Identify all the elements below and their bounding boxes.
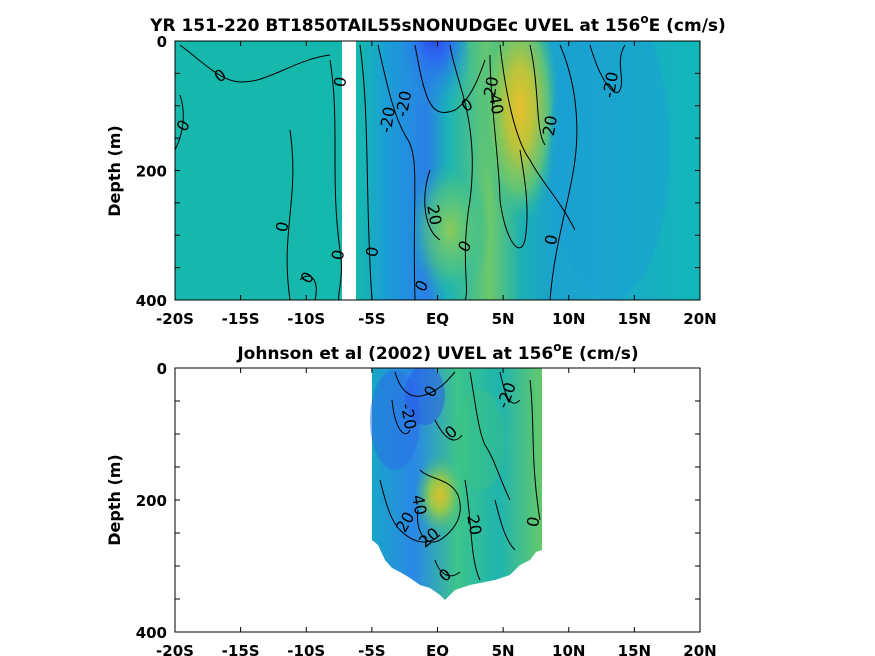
x-tick-label: -5S [358,642,385,656]
x-tick-label: 10N [552,642,585,656]
top-heatmap-field [175,41,700,300]
x-tick-label: -15S [222,310,260,328]
y-tick-label: 400 [136,292,167,310]
top-tick-marks [174,40,701,301]
contour-label: 0 [272,220,292,233]
bottom-panel: -20 0 0 -20 20 40 20 20 0 0 Johnson et a… [105,340,717,656]
contour-label: -20 [599,70,622,99]
contour-label: -20 [397,402,420,431]
x-tick-label: EQ [426,642,449,656]
bottom-x-tick-labels: -20S -15S -10S -5S EQ 5N 10N 15N 20N [156,642,717,656]
top-y-tick-labels: 0 200 400 [136,33,167,310]
top-title: YR 151-220 BT1850TAIL55sNONUDGEc UVEL at… [149,12,726,36]
x-tick-label: 20N [683,310,716,328]
y-tick-label: 0 [157,33,167,51]
x-tick-label: -10S [287,310,325,328]
x-tick-label: 10N [552,310,585,328]
contour-label: 0 [523,515,543,528]
x-tick-label: -10S [287,642,325,656]
bottom-contours [379,371,541,581]
x-tick-label: -20S [156,642,194,656]
contour-label: 0 [541,233,561,246]
y-tick-label: 400 [136,624,167,642]
contour-label: 40 [408,493,430,516]
bottom-y-tick-labels: 0 200 400 [136,360,167,642]
x-tick-label: -15S [222,642,260,656]
contour-label: 20 [463,513,485,536]
contour-label: -20 [376,105,399,134]
top-panel: 0 0 0 -20 -20 20 40 0 -20 20 20 0 0 0 0 … [105,12,726,328]
contour-label: -20 [392,89,415,118]
x-tick-label: 20N [683,642,716,656]
bottom-y-axis-label: Depth (m) [105,454,124,546]
bottom-tick-marks [174,367,701,633]
contour-label: 20 [539,114,561,137]
top-x-tick-labels: -20S -15S -10S -5S EQ 5N 10N 15N 20N [156,310,717,328]
bottom-heatmap-field [370,368,542,600]
contour-label: 20 [423,203,445,226]
contour-label: 0 [362,245,382,258]
x-tick-label: -20S [156,310,194,328]
x-tick-label: 15N [618,310,651,328]
y-tick-label: 200 [136,492,167,510]
x-tick-label: 5N [492,642,515,656]
contour-label: 0 [328,248,348,261]
contour-label: 40 [485,93,507,116]
y-tick-label: 0 [157,360,167,378]
x-tick-label: 15N [618,642,651,656]
top-y-axis-label: Depth (m) [105,125,124,217]
x-tick-label: EQ [426,310,449,328]
x-tick-label: -5S [358,310,385,328]
y-tick-label: 200 [136,163,167,181]
bottom-title: Johnson et al (2002) UVEL at 156oE (cm/s… [236,340,638,364]
top-contours [175,44,626,300]
contour-label: 20 [480,75,502,98]
x-tick-label: 5N [492,310,515,328]
contour-label: 0 [330,75,350,88]
